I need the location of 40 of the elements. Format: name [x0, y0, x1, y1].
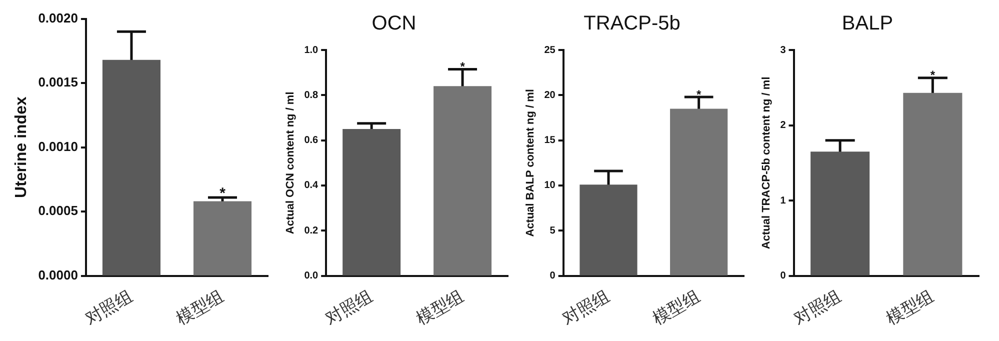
- y-tick-label: 25: [544, 44, 556, 56]
- y-tick-label: 2: [780, 120, 786, 132]
- x-tick-label: 模型组: [173, 286, 228, 330]
- y-tick-label: 0.0010: [38, 138, 78, 154]
- y-tick-label: 0: [780, 270, 786, 282]
- y-tick-label: 0.8: [304, 90, 319, 101]
- y-tick-label: 0.6: [304, 135, 319, 146]
- y-tick-label: 0.0015: [38, 74, 78, 90]
- annotation: *: [220, 185, 226, 202]
- y-tick-label: 1.0: [304, 44, 319, 56]
- x-tick-label: 对照组: [82, 286, 136, 330]
- y-tick-label: 1: [780, 195, 786, 206]
- chart-title: OCN: [372, 12, 416, 35]
- y-axis-title: Uterine index: [13, 96, 30, 198]
- y-tick-label: 0.0005: [38, 203, 78, 218]
- y-tick-label: 3: [780, 44, 786, 56]
- y-tick-label: 20: [544, 90, 556, 101]
- x-tick-label: 模型组: [649, 286, 704, 330]
- annotation: *: [696, 87, 702, 102]
- y-tick-label: 0.0020: [38, 10, 78, 26]
- y-axis-title: Actual BALP content ng / ml: [524, 89, 537, 237]
- y-axis-title: Actual OCN content ng / ml: [284, 92, 297, 234]
- annotation: *: [930, 68, 936, 82]
- y-tick-label: 0.0: [304, 270, 319, 282]
- y-tick-label: 0.4: [304, 180, 319, 192]
- x-tick-label: 对照组: [559, 286, 614, 330]
- y-tick-label: 0.0000: [38, 267, 78, 282]
- chart-title: BALP: [842, 12, 894, 35]
- y-tick-label: 5: [550, 225, 556, 236]
- annotation: *: [460, 60, 466, 74]
- x-tick-label: 对照组: [322, 286, 376, 330]
- y-tick-label: 0: [550, 270, 556, 282]
- x-tick-label: 对照组: [790, 286, 845, 330]
- x-tick-label: 模型组: [883, 286, 938, 330]
- y-axis-title: Actual TRACP-5b content ng / ml: [760, 76, 773, 250]
- y-tick-label: 0.2: [304, 225, 319, 236]
- chart-title: TRACP-5b: [584, 12, 680, 35]
- y-tick-label: 10: [544, 180, 556, 192]
- x-tick-label: 模型组: [413, 286, 468, 330]
- y-tick-label: 15: [544, 135, 556, 146]
